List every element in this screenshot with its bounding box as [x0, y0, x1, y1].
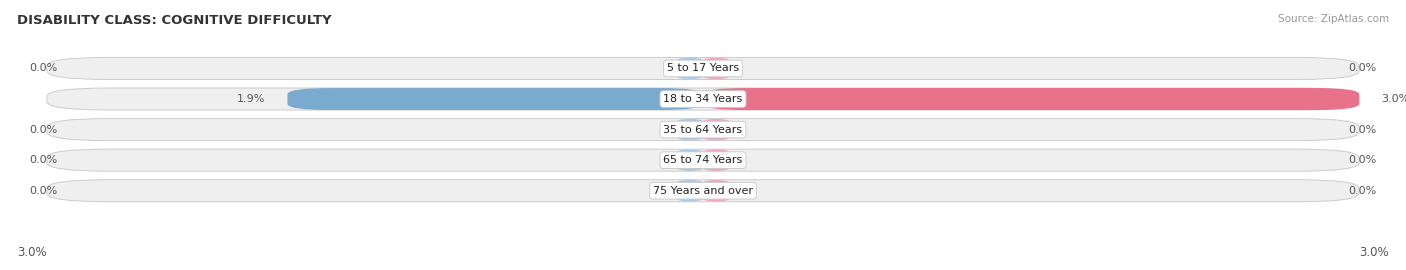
- Text: DISABILITY CLASS: COGNITIVE DIFFICULTY: DISABILITY CLASS: COGNITIVE DIFFICULTY: [17, 14, 332, 26]
- Text: 3.0%: 3.0%: [1360, 246, 1389, 259]
- Text: 5 to 17 Years: 5 to 17 Years: [666, 63, 740, 73]
- Text: 1.9%: 1.9%: [238, 94, 266, 104]
- Text: 18 to 34 Years: 18 to 34 Years: [664, 94, 742, 104]
- Text: Source: ZipAtlas.com: Source: ZipAtlas.com: [1278, 14, 1389, 23]
- FancyBboxPatch shape: [46, 88, 1360, 110]
- FancyBboxPatch shape: [703, 119, 730, 141]
- FancyBboxPatch shape: [703, 88, 1360, 110]
- Text: 3.0%: 3.0%: [1381, 94, 1406, 104]
- FancyBboxPatch shape: [703, 58, 730, 79]
- FancyBboxPatch shape: [287, 88, 703, 110]
- FancyBboxPatch shape: [676, 149, 703, 171]
- FancyBboxPatch shape: [676, 180, 703, 202]
- Text: 0.0%: 0.0%: [30, 124, 58, 135]
- Text: 75 Years and over: 75 Years and over: [652, 186, 754, 196]
- FancyBboxPatch shape: [676, 58, 703, 79]
- FancyBboxPatch shape: [46, 58, 1360, 79]
- FancyBboxPatch shape: [46, 180, 1360, 202]
- Text: 35 to 64 Years: 35 to 64 Years: [664, 124, 742, 135]
- Text: 0.0%: 0.0%: [1348, 63, 1376, 73]
- Text: 0.0%: 0.0%: [1348, 155, 1376, 165]
- FancyBboxPatch shape: [46, 119, 1360, 141]
- Text: 0.0%: 0.0%: [1348, 186, 1376, 196]
- Text: 0.0%: 0.0%: [30, 63, 58, 73]
- FancyBboxPatch shape: [676, 119, 703, 141]
- Text: 3.0%: 3.0%: [17, 246, 46, 259]
- FancyBboxPatch shape: [703, 180, 730, 202]
- Text: 65 to 74 Years: 65 to 74 Years: [664, 155, 742, 165]
- Text: 0.0%: 0.0%: [30, 186, 58, 196]
- FancyBboxPatch shape: [46, 149, 1360, 171]
- Text: 0.0%: 0.0%: [30, 155, 58, 165]
- FancyBboxPatch shape: [703, 149, 730, 171]
- Text: 0.0%: 0.0%: [1348, 124, 1376, 135]
